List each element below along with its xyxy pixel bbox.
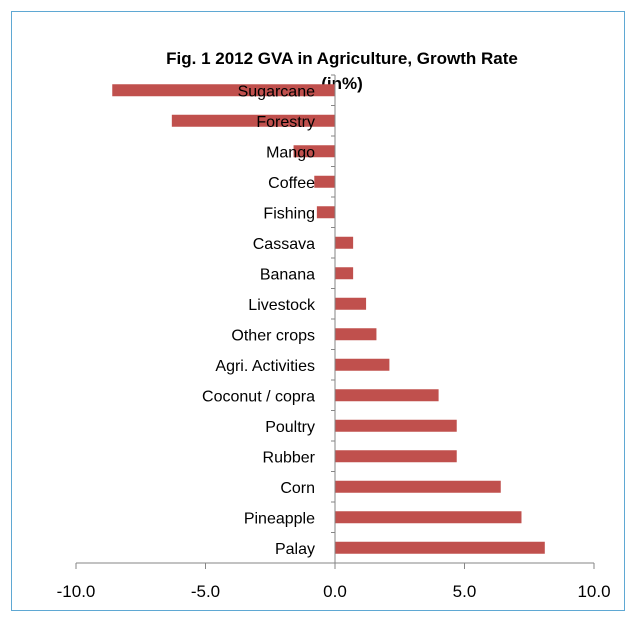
bar-cassava: [335, 236, 354, 249]
bar-palay: [335, 541, 545, 554]
bar-forestry: [171, 114, 335, 127]
category-label: Agri. Activities: [215, 358, 315, 375]
bar-agri-activities: [335, 358, 390, 371]
category-label: Corn: [280, 480, 315, 497]
bar-mango: [293, 145, 335, 158]
bar-fishing: [316, 206, 335, 219]
x-tick-label: 0.0: [323, 582, 347, 601]
category-label: Rubber: [263, 449, 316, 466]
x-tick-label: 5.0: [453, 582, 477, 601]
bar-poultry: [335, 419, 457, 432]
category-label: Coconut / copra: [202, 388, 315, 405]
category-label: Palay: [275, 541, 315, 558]
chart-frame: [11, 11, 625, 611]
category-label: Other crops: [231, 327, 315, 344]
category-label: Forestry: [256, 114, 315, 131]
bar-corn: [335, 480, 501, 493]
bar-banana: [335, 267, 354, 280]
category-label: Coffee: [268, 175, 315, 192]
x-tick-label: -5.0: [191, 582, 220, 601]
bar-sugarcane: [112, 84, 335, 97]
bar-rubber: [335, 450, 457, 463]
bar-coffee: [314, 175, 335, 188]
bar-other-crops: [335, 328, 377, 341]
x-tick-label: 10.0: [577, 582, 610, 601]
bar-pineapple: [335, 511, 522, 524]
x-tick-label: -10.0: [57, 582, 96, 601]
category-label: Sugarcane: [238, 83, 315, 100]
category-label: Pineapple: [244, 510, 315, 527]
category-label: Poultry: [265, 419, 315, 436]
category-label: Livestock: [248, 297, 316, 314]
category-label: Mango: [266, 144, 315, 161]
category-label: Fishing: [263, 205, 315, 222]
bar-livestock: [335, 297, 367, 310]
category-label: Cassava: [253, 236, 315, 253]
bar-coconut-copra: [335, 389, 439, 402]
category-label: Banana: [260, 266, 315, 283]
chart-title: Fig. 1 2012 GVA in Agriculture, Growth R…: [166, 49, 518, 68]
